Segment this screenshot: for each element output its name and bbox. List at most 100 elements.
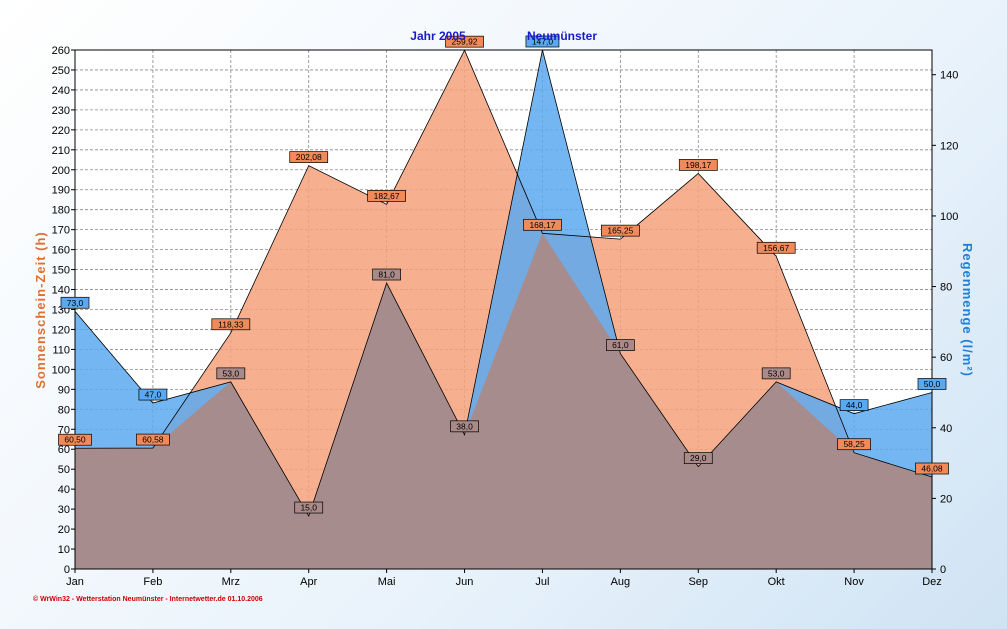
left-tick-label: 0 <box>64 564 70 576</box>
x-tick-label: Apr <box>300 576 317 588</box>
x-tick-label: Aug <box>611 576 631 588</box>
right-tick-label: 80 <box>940 282 952 294</box>
rain-data-label-box <box>683 452 713 464</box>
sunshine-data-label: 60,50 <box>64 435 86 445</box>
right-axis-title: Regenmenge (l/m²) <box>960 243 975 377</box>
rain-data-label: 15,0 <box>300 503 317 513</box>
rain-data-label-group: 53,0 <box>216 367 246 380</box>
sunshine-data-label: 58,25 <box>843 439 865 449</box>
rain-data-label: 47,0 <box>145 390 162 400</box>
sunshine-data-label-group: 198,17 <box>678 159 718 171</box>
sunshine-data-label-group: 156,67 <box>756 241 796 254</box>
right-tick-label: 40 <box>940 423 952 435</box>
overlap-area <box>75 233 932 569</box>
left-tick-label: 140 <box>52 285 70 297</box>
x-tick-label: Mai <box>378 576 396 588</box>
left-tick-label: 70 <box>58 424 70 436</box>
right-tick-label: 0 <box>940 564 946 576</box>
sunshine-data-label-group: 46,08 <box>915 462 949 475</box>
sunshine-data-label-box <box>58 433 92 446</box>
sunshine-data-label-box <box>445 35 484 48</box>
sunshine-data-label: 259,92 <box>452 37 478 47</box>
sunshine-data-label-box <box>211 318 251 331</box>
left-tick-label: 200 <box>52 165 70 177</box>
left-tick-label: 210 <box>52 145 70 157</box>
sunshine-data-label: 46,08 <box>921 464 943 474</box>
rain-data-label-box <box>525 35 560 48</box>
rain-data-label-box <box>917 378 947 390</box>
rain-area <box>75 50 932 569</box>
rain-data-label: 50,0 <box>924 379 941 389</box>
rain-data-label-box <box>839 399 869 412</box>
x-tick-label: Okt <box>768 576 785 588</box>
left-tick-label: 220 <box>52 125 70 137</box>
rain-data-label-group: 61,0 <box>606 339 635 351</box>
right-tick-label: 20 <box>940 493 952 505</box>
rain-data-label-group: 147,0 <box>525 35 560 48</box>
sunshine-data-label-box <box>523 218 562 231</box>
sunshine-data-label-box <box>756 241 796 254</box>
rain-data-label-group: 29,0 <box>683 452 713 464</box>
right-tick-label: 100 <box>940 211 958 223</box>
x-tick-label: Jul <box>535 576 549 588</box>
left-tick-label: 50 <box>58 464 70 476</box>
rain-data-label-box <box>372 268 401 281</box>
rain-data-label-box <box>60 296 90 309</box>
sunshine-data-label-box <box>289 151 329 163</box>
rain-data-label-group: 44,0 <box>839 399 869 412</box>
rain-data-label: 81,0 <box>378 270 395 280</box>
x-tick-label: Nov <box>844 576 864 588</box>
rain-data-label: 38,0 <box>456 421 473 431</box>
left-tick-label: 60 <box>58 444 70 456</box>
rain-data-label-group: 47,0 <box>138 388 168 401</box>
rain-data-label-group: 73,0 <box>60 296 90 309</box>
plot-frame <box>74 49 933 570</box>
right-tick-label: 140 <box>940 70 958 82</box>
rain-data-label-box <box>450 420 479 433</box>
rain-data-label-box <box>761 367 791 380</box>
rain-line <box>74 49 933 518</box>
sunshine-data-label: 60,58 <box>142 435 164 445</box>
left-tick-label: 180 <box>52 205 70 217</box>
rain-data-label-group: 81,0 <box>372 268 401 281</box>
sunshine-data-label-box <box>678 159 718 171</box>
sunshine-data-label-box <box>837 438 871 451</box>
left-tick-label: 120 <box>52 324 70 336</box>
sunshine-data-label: 165,25 <box>607 226 633 236</box>
rain-data-label: 61,0 <box>612 340 629 350</box>
sunshine-line <box>74 49 933 478</box>
x-tick-label: Mrz <box>222 576 240 588</box>
chart-title-location: Neumünster <box>527 29 597 43</box>
sunshine-data-label: 182,67 <box>374 191 400 201</box>
sunshine-data-label-group: 168,17 <box>523 218 562 231</box>
x-tick-label: Dez <box>922 576 942 588</box>
left-tick-label: 90 <box>58 384 70 396</box>
sunshine-data-label-group: 202,08 <box>289 151 329 163</box>
rain-data-label-group: 53,0 <box>761 367 791 380</box>
rain-data-label: 44,0 <box>846 400 863 410</box>
sunshine-data-label-group: 58,25 <box>837 438 871 451</box>
sunshine-data-label: 202,08 <box>296 152 322 162</box>
left-tick-label: 230 <box>52 105 70 117</box>
left-tick-label: 80 <box>58 404 70 416</box>
left-tick-label: 160 <box>52 245 70 257</box>
x-tick-label: Jun <box>456 576 474 588</box>
left-tick-label: 110 <box>52 344 70 356</box>
left-tick-label: 10 <box>58 544 70 556</box>
right-tick-label: 120 <box>940 140 958 152</box>
x-tick-label: Sep <box>688 576 708 588</box>
left-tick-label: 170 <box>52 225 70 237</box>
sunshine-data-label-group: 60,58 <box>136 433 170 446</box>
footer-credit: © WrWin32 - Wetterstation Neumünster - I… <box>33 596 263 603</box>
sunshine-data-label: 168,17 <box>529 220 555 230</box>
sunshine-data-label-group: 259,92 <box>445 35 484 48</box>
left-tick-label: 150 <box>52 265 70 277</box>
x-tick-label: Jan <box>66 576 84 588</box>
right-tick-label: 60 <box>940 352 952 364</box>
sunshine-data-label-group: 165,25 <box>601 224 640 237</box>
rain-data-label: 73,0 <box>67 298 84 308</box>
sunshine-data-label-box <box>915 462 949 475</box>
left-tick-label: 40 <box>58 484 70 496</box>
rain-data-label: 53,0 <box>768 368 785 378</box>
